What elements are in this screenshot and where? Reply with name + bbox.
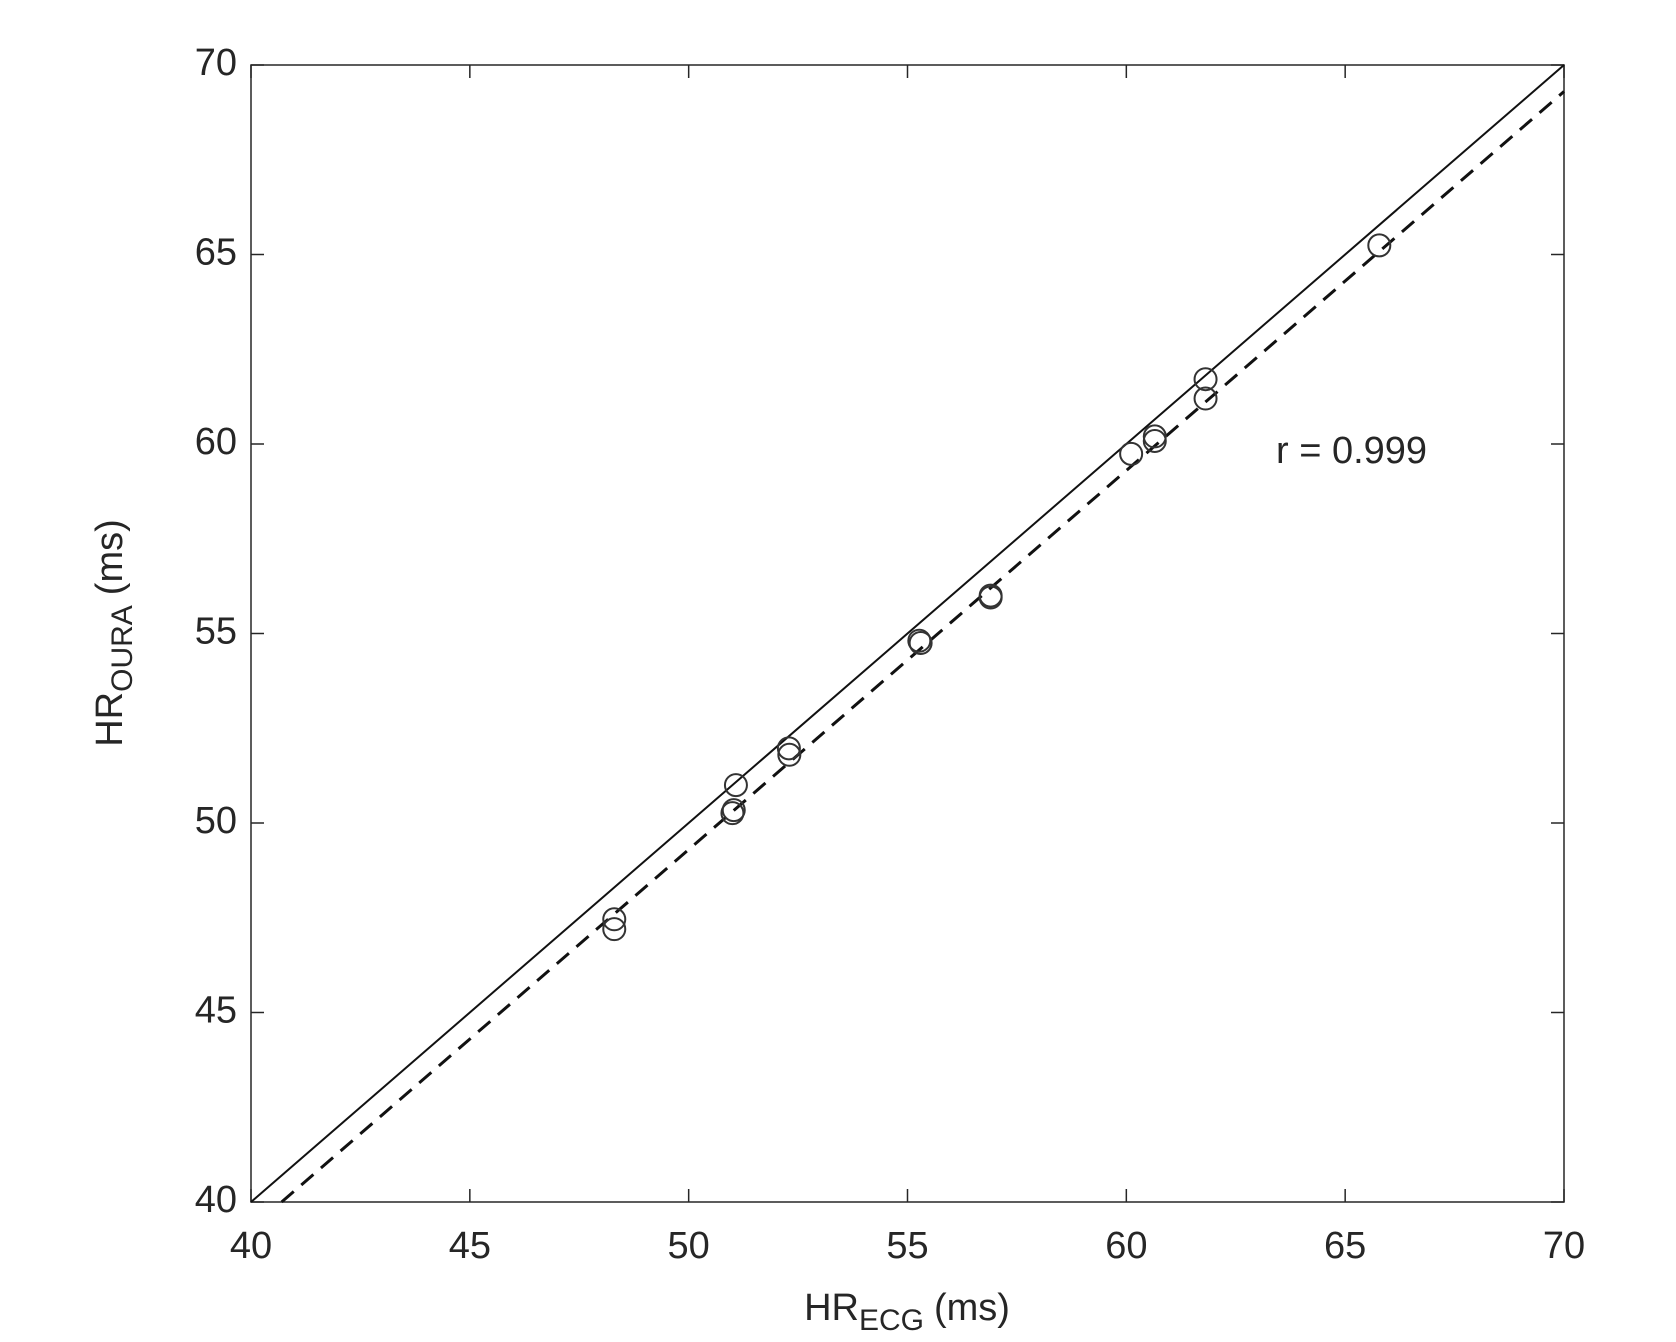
point xyxy=(908,630,933,655)
point xyxy=(1142,428,1167,453)
y-tick-label: 70 xyxy=(195,42,237,84)
point xyxy=(720,801,745,826)
point xyxy=(777,742,802,767)
point xyxy=(602,907,627,932)
point xyxy=(978,585,1003,610)
y-tick-label: 65 xyxy=(195,232,237,274)
annotation: r = 0.999 xyxy=(1276,430,1427,472)
y-tick-label: 45 xyxy=(195,990,237,1032)
point xyxy=(1119,441,1144,466)
fit-line xyxy=(280,90,1565,1204)
x-tick-label: 65 xyxy=(1324,1225,1366,1267)
y-label-unit: (ms) xyxy=(89,519,131,595)
point xyxy=(1193,367,1218,392)
x-tick-label: 45 xyxy=(449,1225,491,1267)
point xyxy=(1367,233,1392,258)
x-axis-label: HRECG (ms) xyxy=(804,1287,1010,1337)
y-label-main: HR xyxy=(89,692,131,747)
x-tick-label: 40 xyxy=(230,1225,272,1267)
y-tick-label: 50 xyxy=(195,800,237,842)
y-label-sub: OURA xyxy=(106,605,139,692)
y-tick-label: 55 xyxy=(195,611,237,653)
point xyxy=(723,773,748,798)
x-label-sub: ECG xyxy=(859,1304,924,1337)
y-axis-label: HROURA (ms) xyxy=(89,519,139,747)
y-tick-label: 60 xyxy=(195,421,237,463)
point xyxy=(907,628,932,653)
x-tick-label: 55 xyxy=(886,1225,928,1267)
x-label-main: HR xyxy=(804,1287,859,1329)
identity-line xyxy=(250,64,1565,1203)
point xyxy=(1193,386,1218,411)
point xyxy=(602,917,627,942)
x-tick-label: 60 xyxy=(1105,1225,1147,1267)
point xyxy=(776,736,801,761)
x-tick-label: 50 xyxy=(668,1225,710,1267)
y-tick-label: 40 xyxy=(195,1179,237,1221)
x-label-unit: (ms) xyxy=(934,1287,1010,1329)
x-tick-label: 70 xyxy=(1543,1225,1585,1267)
